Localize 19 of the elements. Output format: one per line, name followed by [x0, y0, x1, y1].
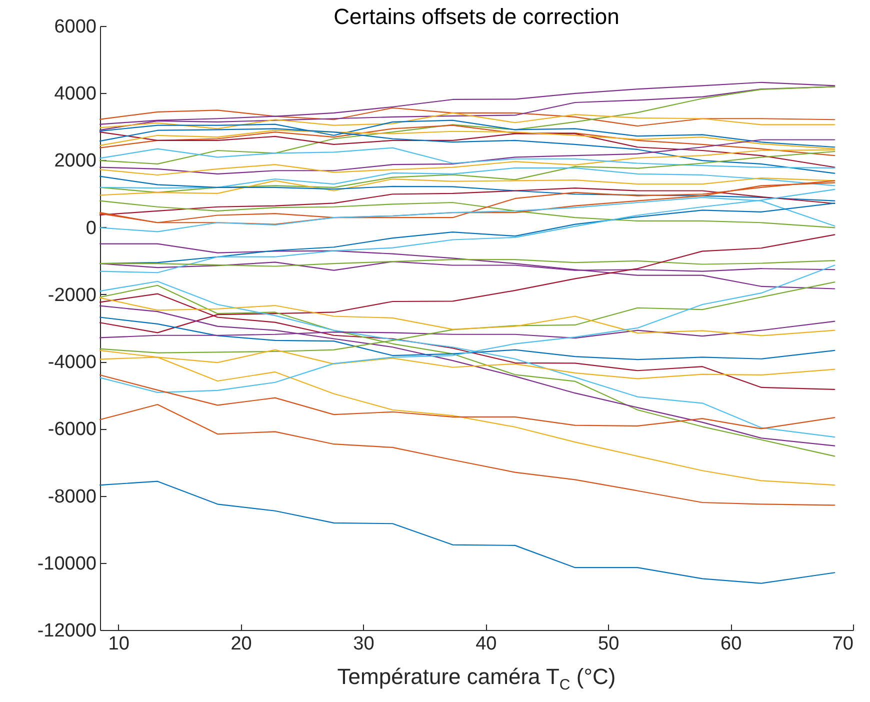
- x-tick-label: 10: [108, 634, 130, 654]
- y-tick-label: -6000: [48, 419, 96, 440]
- x-axis-title: Température caméra T$_{C}$ (°C): [336, 664, 617, 694]
- x-tick-label: 30: [353, 634, 374, 654]
- x-tick-label: 40: [476, 634, 497, 654]
- y-tick-label: 0: [86, 218, 96, 239]
- x-tick-label: 50: [598, 634, 620, 654]
- y-tick-label: 2000: [54, 150, 96, 172]
- y-tick-label: -4000: [48, 352, 96, 374]
- y-tick-label: -10000: [37, 553, 96, 574]
- x-tick-label: 20: [230, 634, 252, 654]
- y-tick-label: -12000: [37, 620, 96, 642]
- y-tick-label: -8000: [48, 486, 96, 508]
- y-tick-label: 4000: [54, 84, 96, 105]
- y-tick-label: 6000: [54, 16, 96, 38]
- chart-title: Certains offsets de correction: [332, 4, 620, 30]
- y-tick-label: -2000: [48, 284, 96, 306]
- x-tick-label: 60: [720, 634, 742, 654]
- x-tick-label: 70: [832, 634, 854, 654]
